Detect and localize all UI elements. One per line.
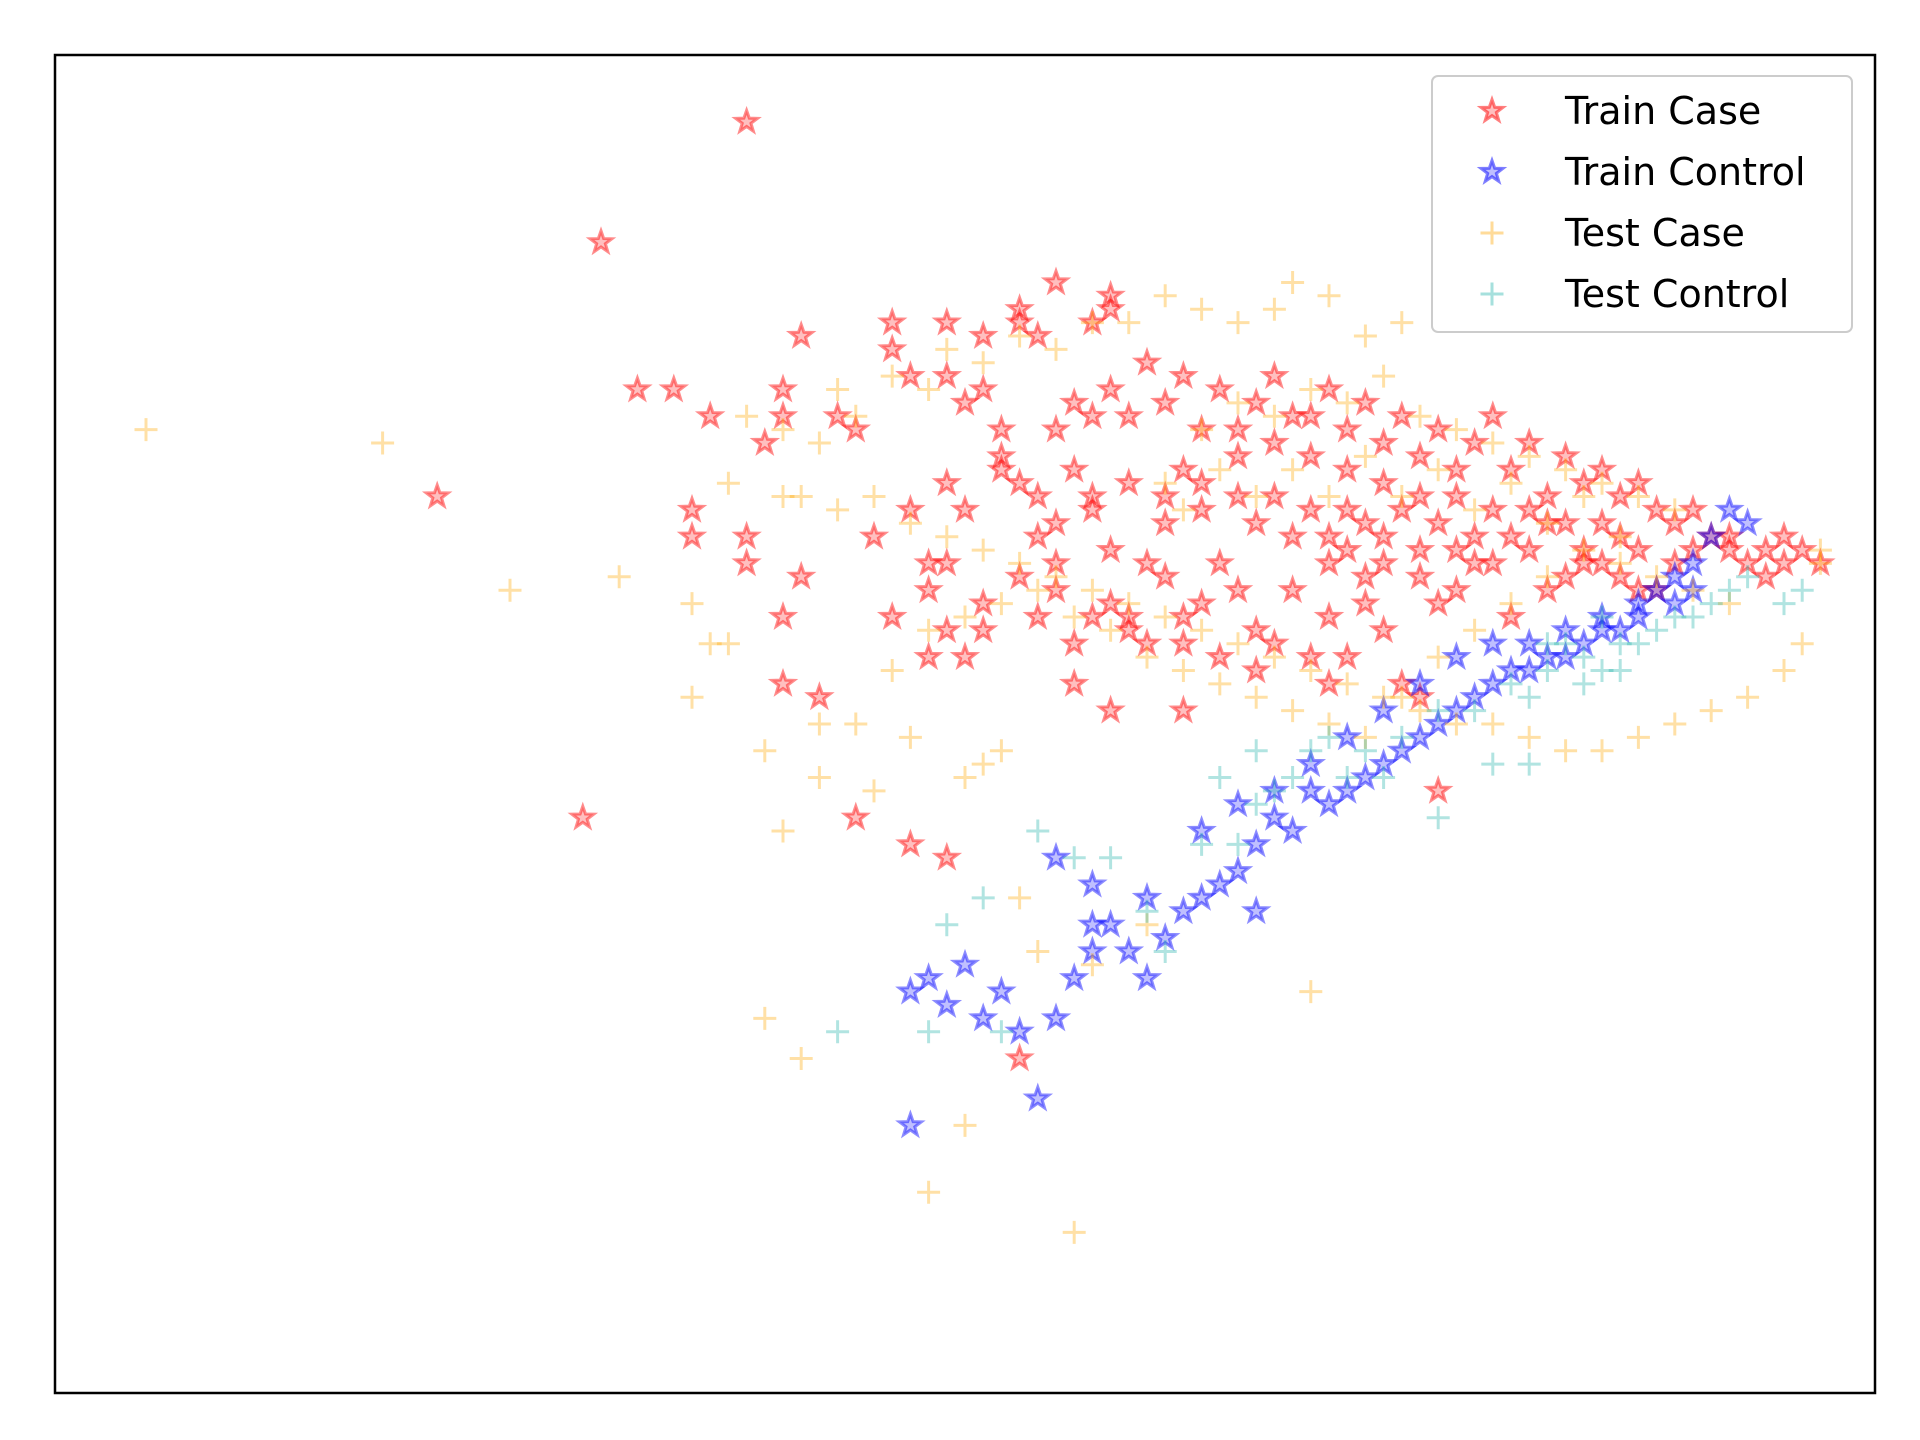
legend-label-train-case: Train Case xyxy=(1564,89,1761,133)
plot-frame xyxy=(53,53,1877,1395)
legend-label-test-case: Test Case xyxy=(1564,211,1745,255)
legend-label-train-control: Train Control xyxy=(1564,150,1806,194)
legend-label-test-control: Test Control xyxy=(1564,272,1789,316)
legend-box xyxy=(1431,75,1853,333)
legend: Train Case Train Control Test Case Test Con… xyxy=(1431,75,1853,333)
